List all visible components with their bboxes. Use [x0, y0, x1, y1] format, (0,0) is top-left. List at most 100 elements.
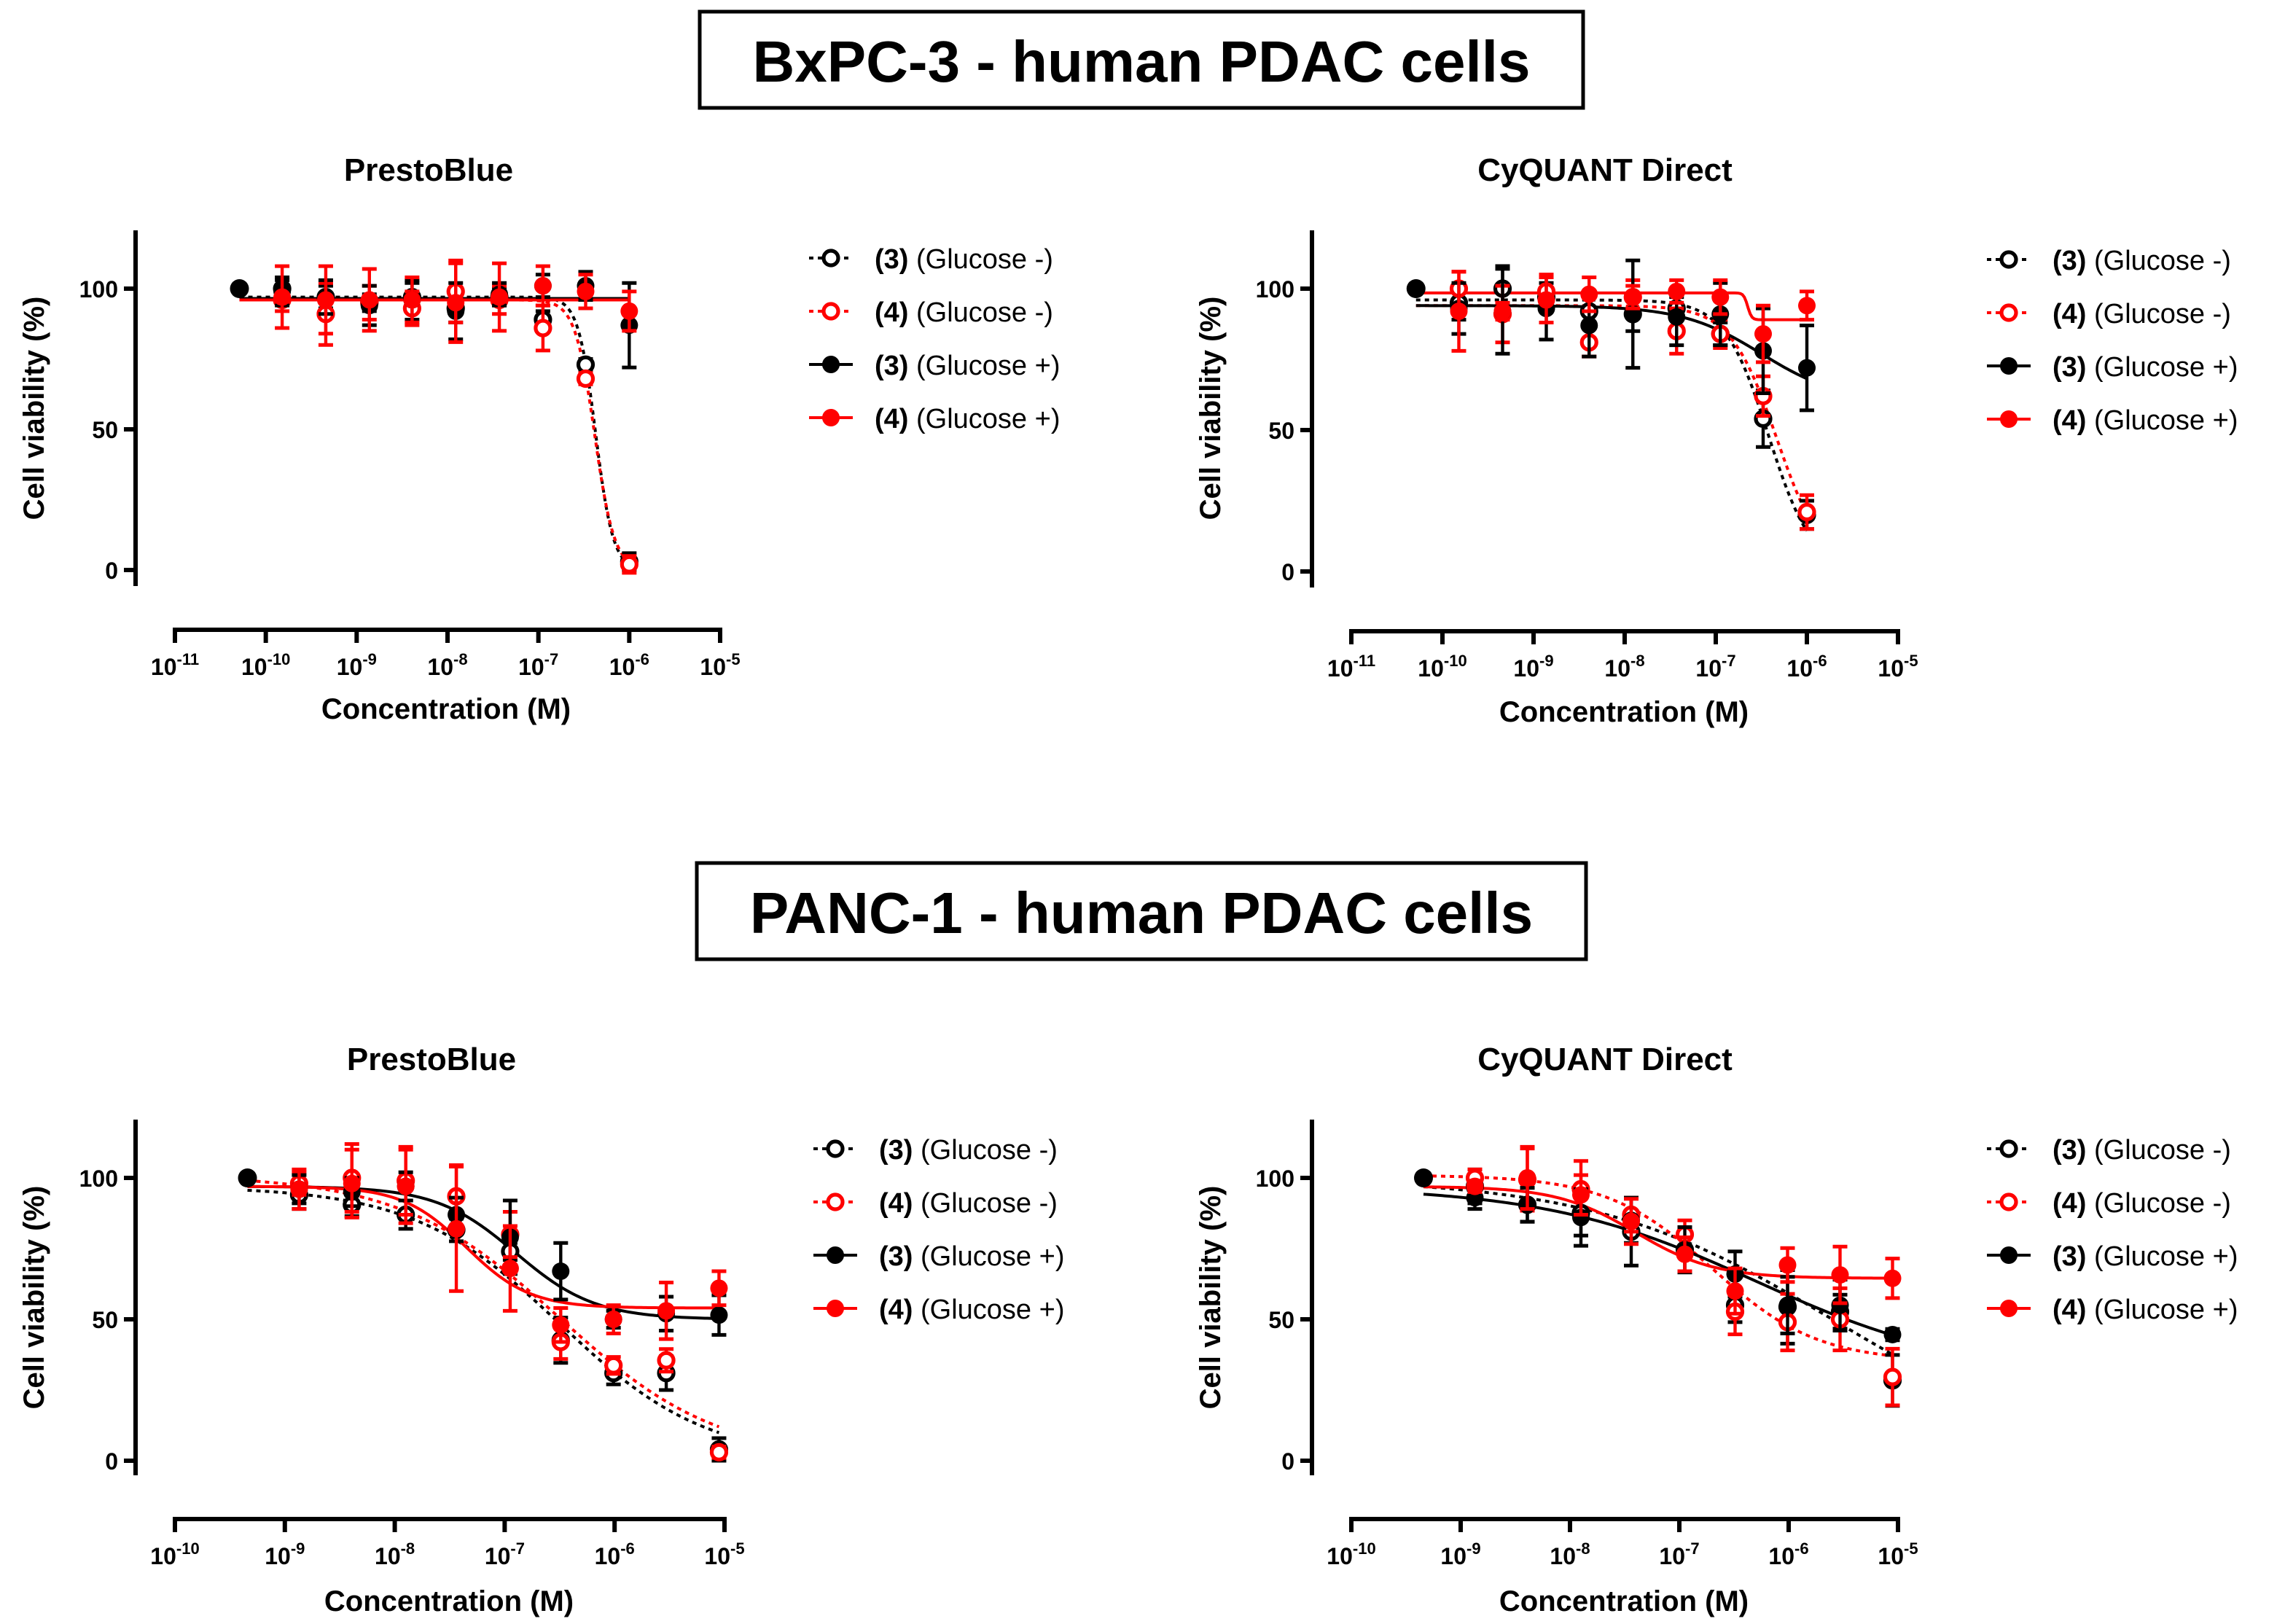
legend-label: (4) (Glucose -) [2053, 1188, 2231, 1219]
y-tick-label: 0 [1281, 559, 1294, 585]
x-tick-base: 10 [150, 1543, 176, 1569]
x-tick-base: 10 [1418, 655, 1444, 682]
legend-label: (4) (Glucose +) [2053, 1295, 2238, 1325]
data-point [534, 319, 552, 337]
data-point [501, 1260, 519, 1278]
x-tick-label: 10-8 [1550, 1539, 1590, 1569]
x-tick-exponent: -7 [544, 650, 559, 668]
legend-compound: (4) [2053, 405, 2086, 436]
x-tick-label: 10-6 [1786, 652, 1827, 682]
x-tick-base: 10 [1768, 1543, 1794, 1569]
x-tick-base: 10 [1878, 655, 1904, 682]
legend-condition: (Glucose -) [2086, 1135, 2230, 1166]
fit-curve-series-1 [1423, 1185, 1894, 1356]
data-point [1778, 1296, 1797, 1314]
fit-curve-series-1 [1415, 298, 1808, 532]
x-tick-exponent: -7 [510, 1539, 525, 1558]
control-point [1414, 1168, 1433, 1187]
x-tick-exponent: -7 [1685, 1539, 1700, 1558]
y-tick-label: 100 [79, 1166, 118, 1192]
chart-panel-2: CyQUANT Direct 100 50 0 Cell viability (%) 10… [1195, 152, 2238, 728]
x-tick-exponent: -9 [1539, 652, 1554, 670]
data-point [710, 1279, 728, 1297]
x-tick-label: 10-5 [1878, 1539, 1918, 1569]
x-tick-label: 10-6 [609, 650, 649, 680]
x-tick-label: 10-10 [1327, 1539, 1375, 1569]
legend-compound: (3) [879, 1135, 913, 1166]
x-tick-exponent: -9 [362, 650, 377, 668]
y-tick-label: 0 [1281, 1448, 1294, 1475]
x-tick-label: 10-11 [151, 650, 199, 680]
fit-curve-series-4 [247, 1184, 719, 1310]
section-title-text: BxPC-3 - human PDAC cells [753, 29, 1531, 94]
data-point [1754, 325, 1772, 343]
x-tick-label: 10-7 [485, 1539, 525, 1569]
legend-label: (4) (Glucose -) [875, 297, 1053, 328]
legend-condition: (Glucose +) [908, 404, 1060, 434]
y-tick-label: 100 [1256, 276, 1294, 302]
x-tick-exponent: -5 [1904, 1539, 1918, 1558]
x-tick-label: 10-5 [700, 650, 740, 680]
legend-marker [1999, 250, 2018, 269]
legend-marker [827, 1300, 844, 1317]
legend-label: (3) (Glucose -) [875, 244, 1053, 275]
x-axis-label: Concentration (M) [1499, 1585, 1749, 1617]
x-tick-label: 10-9 [337, 650, 377, 680]
data-point [343, 1174, 361, 1192]
data-series-4 [1466, 1144, 1902, 1316]
x-tick-exponent: -10 [267, 650, 291, 668]
fit-curve-series-2 [1423, 1174, 1893, 1358]
legend-label: (3) (Glucose +) [875, 351, 1060, 381]
data-point [657, 1302, 676, 1320]
data-point [448, 1219, 466, 1238]
x-tick-label: 10-8 [375, 1539, 415, 1569]
x-axis-label: Concentration (M) [324, 1585, 574, 1617]
x-tick-label: 10-8 [1604, 652, 1644, 682]
y-tick-label: 50 [1268, 1307, 1294, 1333]
data-point [1831, 1266, 1849, 1284]
x-axis-label: Concentration (M) [321, 693, 571, 725]
data-point [577, 282, 595, 300]
legend-compound: (4) [879, 1295, 913, 1325]
chart-panel-4: CyQUANT Direct 100 50 0 Cell viability (%) 10… [1195, 1042, 2238, 1617]
data-series-4 [290, 1147, 728, 1344]
y-tick-label: 0 [105, 558, 118, 584]
legend-label: (3) (Glucose -) [2053, 246, 2231, 276]
data-point [552, 1316, 570, 1334]
legend-condition: (Glucose +) [2086, 1241, 2238, 1272]
x-tick-exponent: -6 [1813, 652, 1827, 670]
x-tick-exponent: -10 [1353, 1539, 1376, 1558]
x-tick-label: 10-10 [241, 650, 290, 680]
data-point [1466, 1177, 1484, 1195]
x-tick-base: 10 [427, 654, 453, 680]
fit-curve-series-1 [239, 295, 630, 566]
data-point [576, 369, 595, 389]
legend-marker [2000, 357, 2018, 375]
x-tick-exponent: -5 [726, 650, 741, 668]
legend-marker [2000, 410, 2018, 428]
x-tick-label: 10-8 [427, 650, 467, 680]
x-axis-label: Concentration (M) [1499, 696, 1749, 728]
x-tick-exponent: -9 [1466, 1539, 1481, 1558]
data-point [1883, 1367, 1902, 1386]
legend-condition: (Glucose -) [2086, 246, 2230, 276]
y-tick-label: 100 [79, 276, 118, 302]
x-tick-exponent: -8 [1630, 652, 1645, 670]
legend-compound: (4) [2053, 1188, 2086, 1219]
x-tick-base: 10 [1513, 655, 1539, 682]
x-tick-base: 10 [1327, 1543, 1353, 1569]
legend-marker [822, 409, 840, 426]
data-point [1572, 1186, 1590, 1204]
data-point [1676, 1245, 1694, 1263]
legend: (3) (Glucose -) (4) (Glucose -) (3) (Gluco… [809, 244, 1060, 434]
control-point [1406, 279, 1426, 298]
legend-label: (4) (Glucose -) [879, 1188, 1058, 1219]
data-point [1622, 1212, 1640, 1230]
y-tick-label: 50 [1268, 418, 1294, 444]
x-tick-base: 10 [1695, 655, 1722, 682]
data-point [1726, 1282, 1744, 1300]
fit-curve-series-2 [239, 298, 630, 563]
